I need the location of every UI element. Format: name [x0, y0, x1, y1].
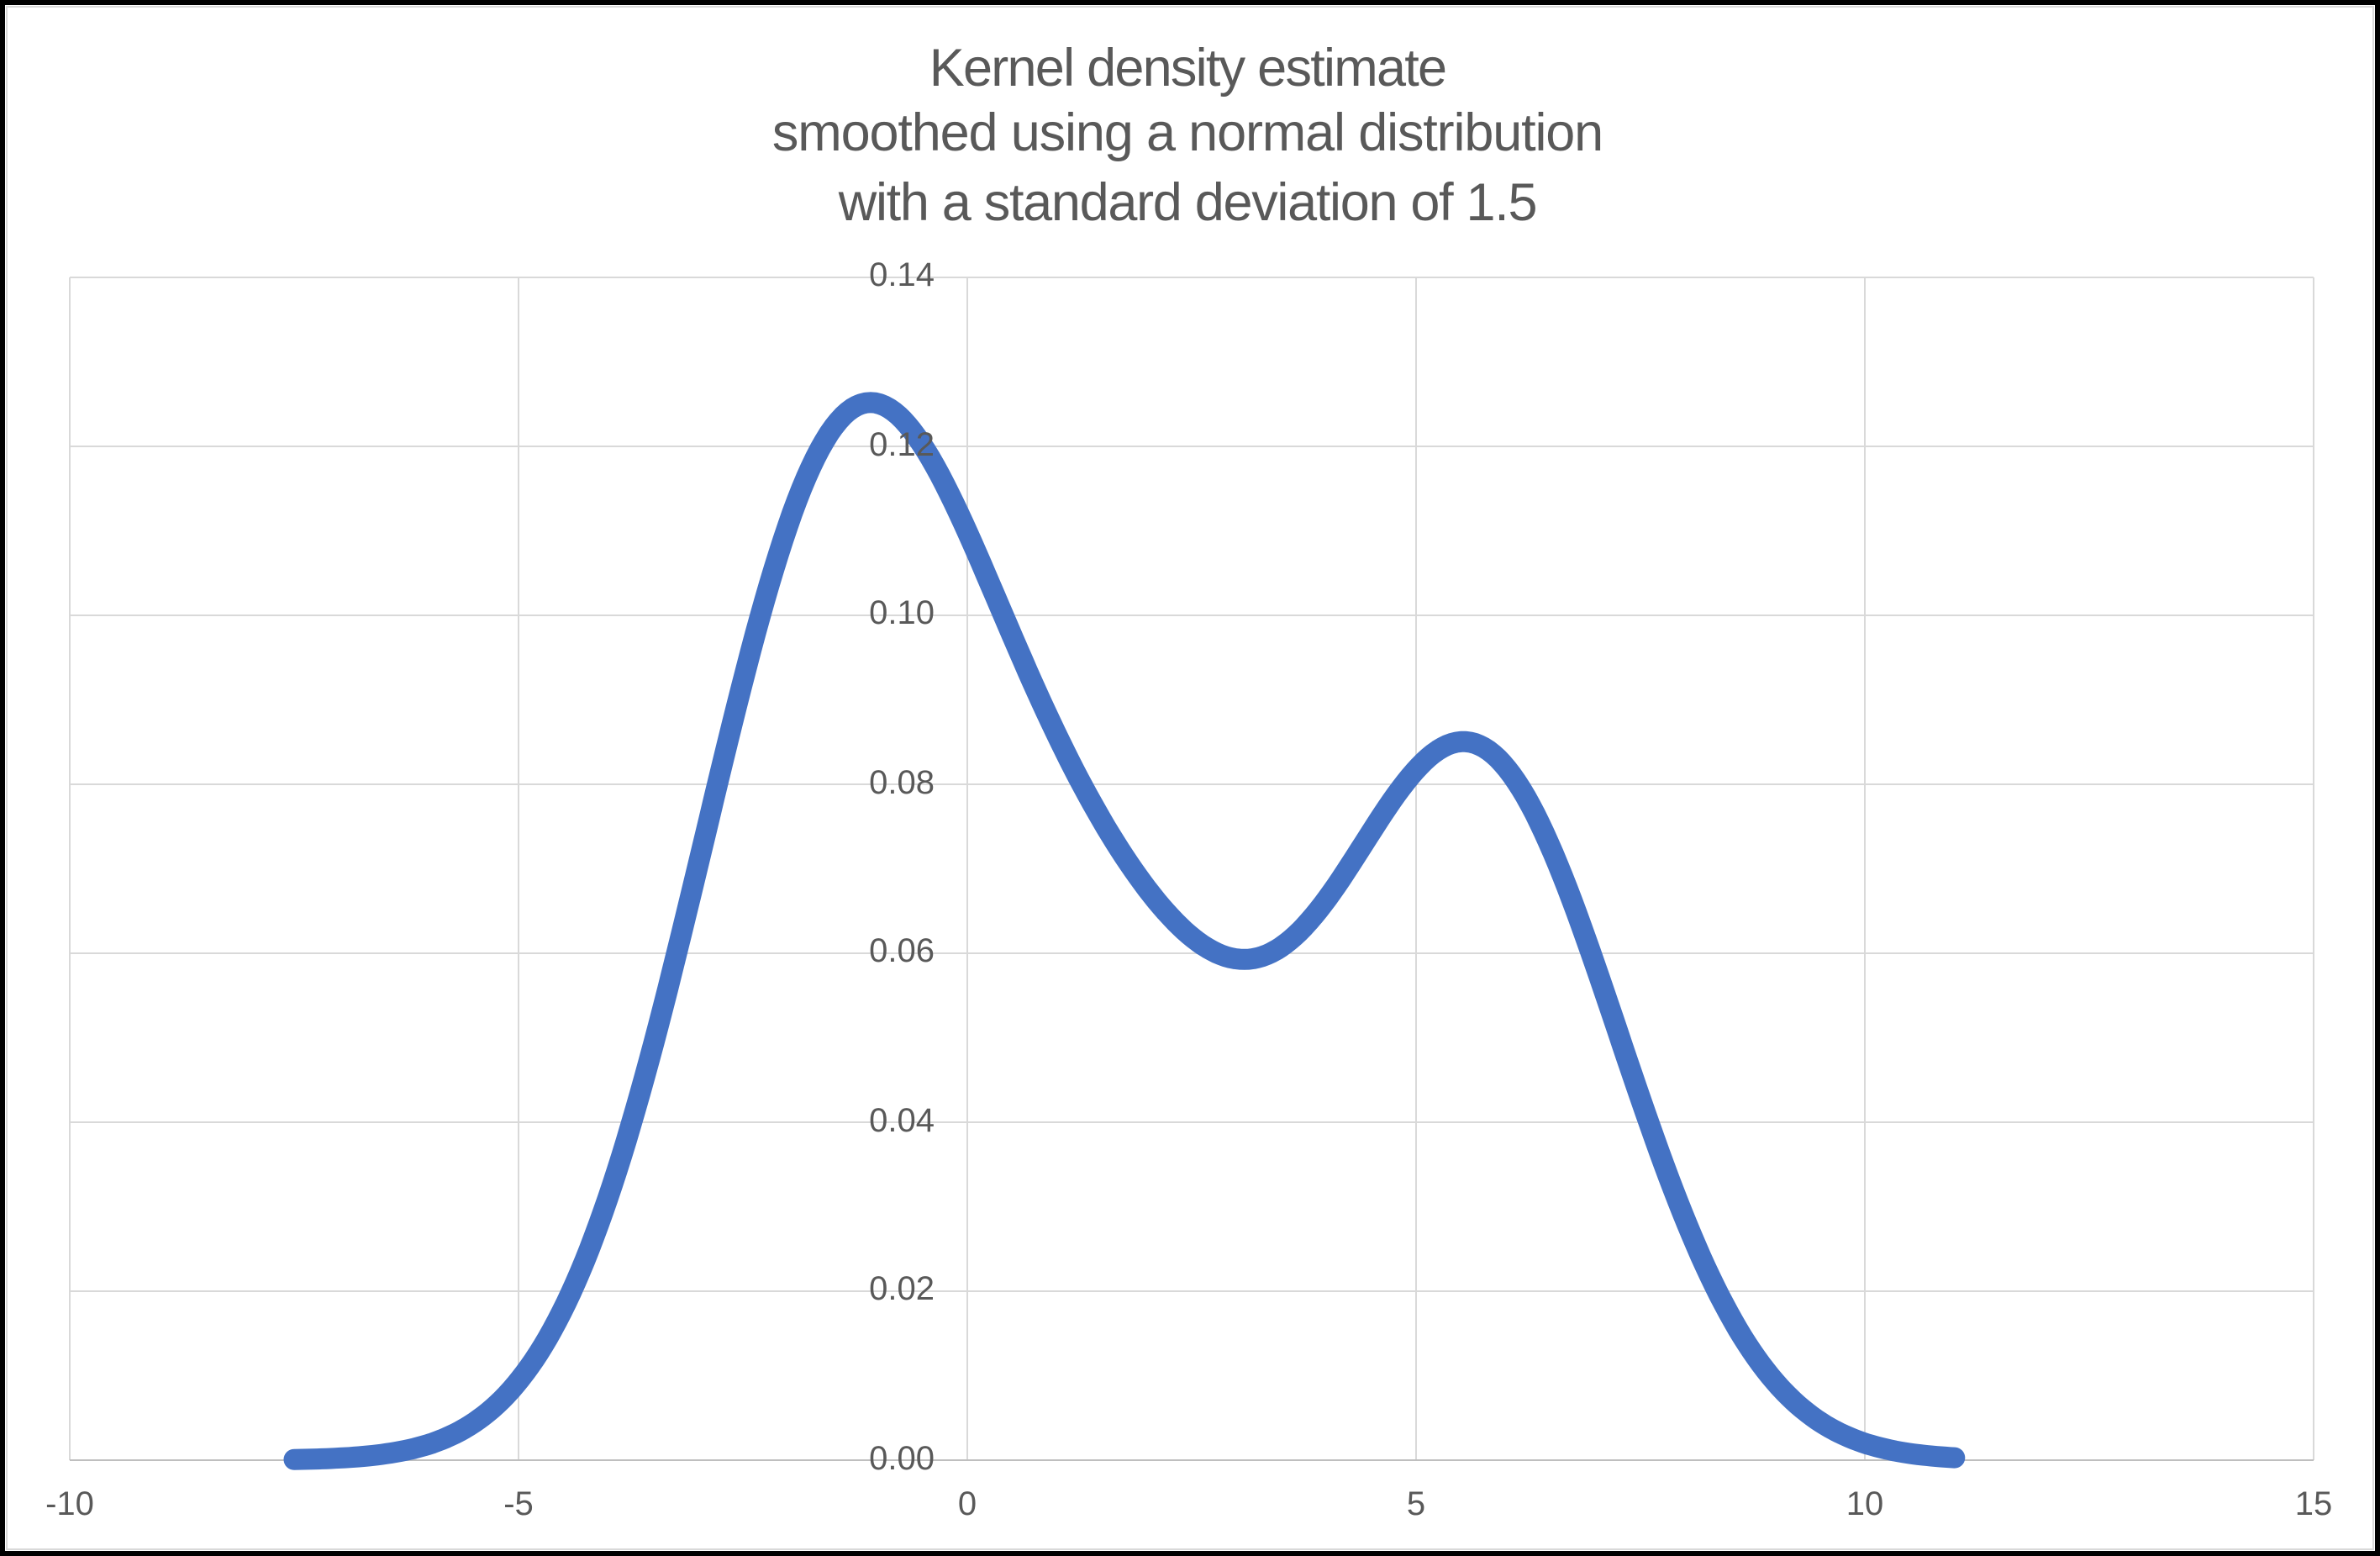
svg-text:with a standard deviation of 1: with a standard deviation of 1.5 — [838, 173, 1536, 232]
svg-text:0.02: 0.02 — [869, 1270, 935, 1307]
svg-text:Kernel density estimate: Kernel density estimate — [929, 39, 1446, 98]
svg-text:0: 0 — [958, 1485, 977, 1522]
svg-text:0.04: 0.04 — [869, 1102, 935, 1139]
svg-text:5: 5 — [1407, 1485, 1425, 1522]
svg-text:15: 15 — [2295, 1485, 2333, 1522]
svg-text:0.00: 0.00 — [869, 1440, 935, 1477]
svg-text:0.10: 0.10 — [869, 594, 935, 631]
svg-text:-10: -10 — [45, 1485, 94, 1522]
svg-text:0.12: 0.12 — [869, 426, 935, 463]
svg-text:0.14: 0.14 — [869, 256, 935, 293]
svg-text:0.08: 0.08 — [869, 764, 935, 801]
svg-text:10: 10 — [1846, 1485, 1884, 1522]
svg-text:smoothed using a normal distri: smoothed using a normal distribution — [772, 103, 1603, 162]
svg-text:0.06: 0.06 — [869, 932, 935, 969]
svg-text:-5: -5 — [503, 1485, 534, 1522]
